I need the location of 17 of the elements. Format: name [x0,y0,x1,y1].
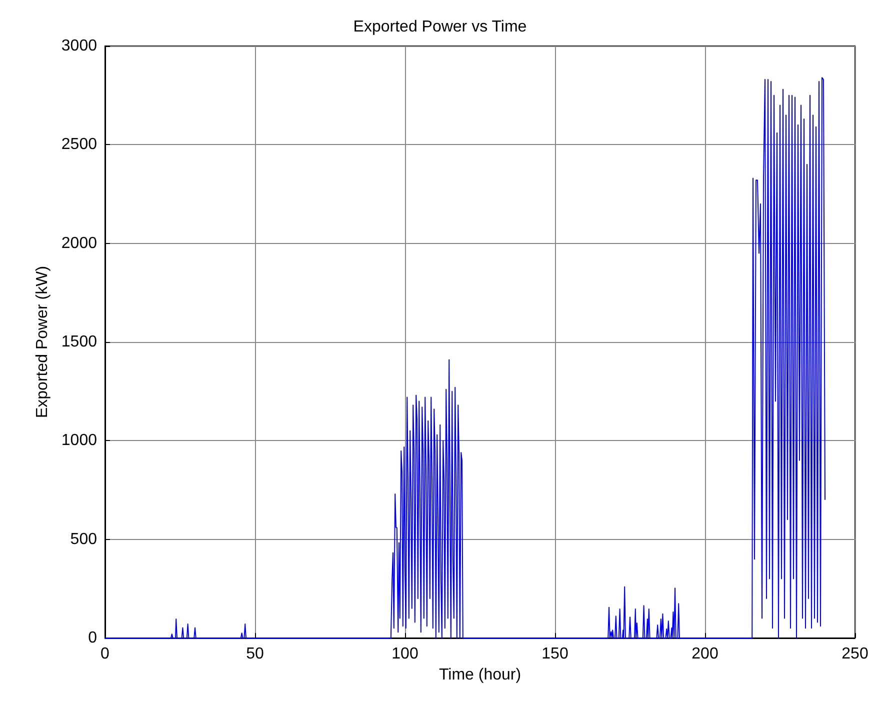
y-tick-label: 0 [88,630,98,646]
y-tick-label: 500 [70,530,98,548]
y-tick-label: 2000 [61,234,98,252]
y-axis-title: Exported Power (kW) [34,266,52,418]
line-series [104,77,826,638]
x-tick-label: 0 [100,646,110,662]
y-tick-label: 2500 [61,136,98,154]
y-tick-label: 1500 [61,334,98,350]
x-tick-label: 150 [542,646,568,662]
x-axis-title: Time (hour) [438,666,522,684]
y-tick-label: 1000 [61,432,98,450]
chart-title: Exported Power vs Time [353,18,527,36]
x-tick-label: 200 [692,646,718,662]
y-tick-label: 3000 [61,38,98,54]
x-tick-label: 50 [246,646,264,662]
x-tick-label: 250 [842,646,868,662]
x-tick-label: 100 [392,646,418,662]
